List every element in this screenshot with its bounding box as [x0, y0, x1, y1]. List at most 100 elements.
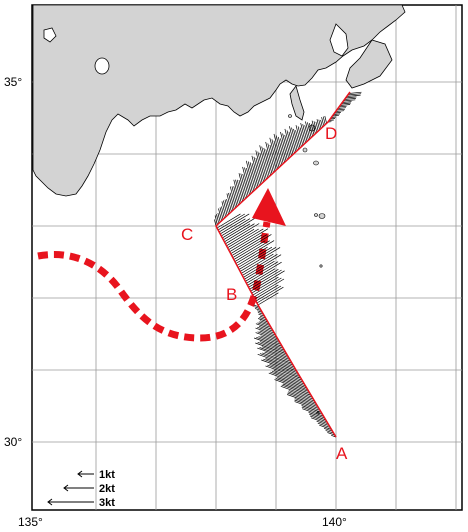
current-vector	[273, 140, 281, 167]
current-vector	[255, 157, 263, 184]
current-vector	[221, 218, 251, 237]
current-vector	[271, 139, 280, 168]
current-vector	[259, 152, 267, 180]
current-vector	[337, 107, 346, 109]
current-vector	[265, 149, 273, 175]
current-vector	[346, 94, 361, 97]
current-vector	[226, 193, 232, 212]
current-vector	[255, 323, 273, 330]
current-vector	[268, 372, 307, 387]
current-vector	[295, 130, 301, 149]
kuroshio-path	[37, 221, 271, 342]
current-vector	[251, 155, 260, 186]
current-vector	[216, 214, 220, 224]
current-vector	[238, 246, 277, 270]
current-vector	[231, 186, 238, 207]
current-vector	[255, 150, 264, 182]
current-vector	[321, 117, 325, 126]
current-vector	[343, 99, 356, 102]
current-vector	[319, 424, 332, 430]
current-vector	[301, 405, 322, 413]
current-vector	[318, 119, 322, 129]
point-label-d: D	[325, 124, 337, 143]
current-vector	[322, 116, 326, 125]
scale-label-2kt: 2kt	[99, 483, 115, 495]
lat-label-35: 35°	[4, 75, 22, 89]
current-vector	[221, 201, 227, 217]
current-vector	[277, 136, 285, 163]
current-vector	[345, 96, 357, 99]
current-vector	[256, 286, 284, 304]
current-vector	[243, 254, 282, 278]
current-vector	[317, 422, 331, 428]
current-vector	[229, 228, 269, 253]
current-vector	[332, 114, 339, 117]
current-vector	[223, 223, 251, 241]
current-vector	[222, 218, 255, 239]
current-vector	[238, 180, 245, 201]
current-vector	[214, 215, 218, 225]
current-vector	[271, 370, 304, 383]
current-vector	[258, 336, 282, 345]
current-vector	[269, 363, 300, 376]
point-label-b: B	[226, 285, 237, 304]
current-vector	[240, 173, 248, 198]
current-vector	[242, 166, 250, 195]
scale-arrow-3kt	[47, 498, 94, 506]
current-vector	[246, 168, 253, 193]
current-vector	[288, 131, 295, 154]
current-vector	[235, 179, 242, 203]
scale-arrow-1kt	[77, 470, 94, 478]
current-vector	[251, 163, 259, 188]
lat-label-30: 30°	[4, 435, 22, 449]
current-vector	[309, 413, 327, 421]
current-vector	[229, 192, 235, 210]
cruise-track	[215, 91, 351, 438]
current-vector	[238, 173, 246, 199]
current-vector	[246, 261, 282, 284]
current-vector	[253, 156, 262, 185]
current-vector	[286, 394, 318, 406]
current-vector	[275, 378, 309, 391]
current-vector	[226, 199, 231, 214]
current-vector	[308, 123, 313, 137]
current-vector	[259, 330, 278, 338]
current-vector	[219, 207, 224, 220]
current-vector	[220, 218, 246, 235]
current-vector	[242, 254, 278, 276]
current-vector	[221, 206, 225, 219]
current-vector	[217, 212, 221, 223]
current-vector	[280, 138, 287, 162]
current-vector	[247, 268, 276, 286]
current-vectors	[214, 91, 362, 438]
point-label-c: C	[181, 225, 193, 244]
current-vector	[280, 385, 313, 398]
current-vector	[310, 123, 315, 136]
current-vector	[340, 104, 351, 106]
current-vector	[261, 346, 289, 357]
current-vector	[255, 285, 282, 302]
current-vector	[348, 91, 362, 94]
current-vector	[281, 384, 312, 396]
current-vector	[251, 276, 279, 294]
current-vector	[310, 417, 329, 425]
current-vector	[262, 352, 293, 364]
current-vector	[257, 322, 272, 328]
current-vector	[275, 135, 284, 164]
current-vector	[240, 247, 281, 272]
current-vector	[217, 213, 245, 231]
current-vector	[227, 228, 259, 248]
current-vector	[237, 246, 273, 268]
current-vector	[304, 125, 309, 141]
current-scale-legend: 1kt 2kt 3kt	[47, 469, 115, 509]
current-vector	[244, 167, 252, 194]
current-vector	[224, 199, 229, 215]
current-vector	[254, 284, 279, 300]
current-vector	[261, 146, 270, 177]
current-vector	[255, 332, 280, 342]
current-vector	[259, 317, 268, 321]
current-vector	[214, 219, 217, 227]
current-vector	[263, 147, 271, 176]
current-vector	[257, 151, 266, 181]
